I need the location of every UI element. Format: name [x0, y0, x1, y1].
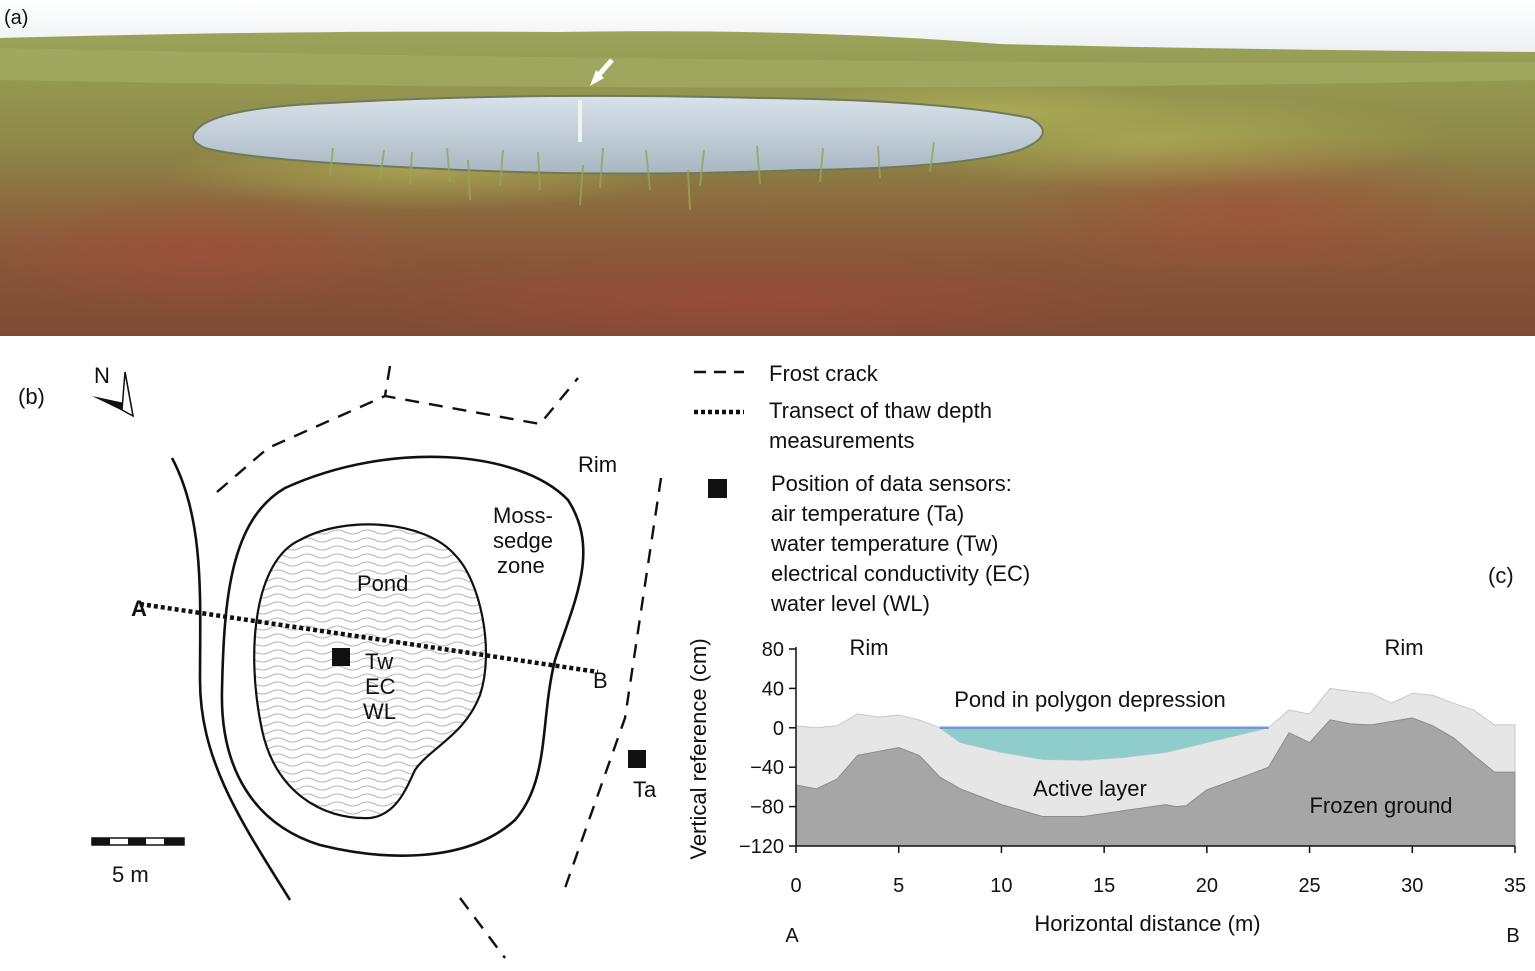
chart-text: 80 40 0 −40 −80 −120 0 5 10 15 20 25 30 35 Horizontal … — [686, 635, 1526, 947]
pond-label: Pond — [357, 571, 409, 596]
north-label: N — [94, 363, 110, 388]
panel-a-label: (a) — [4, 7, 28, 29]
panel-c-label: (c) — [1488, 563, 1514, 588]
scale-label: 5 m — [112, 862, 149, 887]
x-tick-label: 25 — [1298, 875, 1320, 897]
y-tick-label: −80 — [750, 797, 784, 819]
chart-axes — [789, 647, 1516, 853]
moss-zone-label-3: zone — [497, 553, 545, 578]
moss-sedge-zone-boundary — [220, 455, 585, 857]
x-tick-label: 10 — [990, 875, 1012, 897]
active-layer-annotation: Active layer — [1033, 776, 1147, 801]
sensor-label-wl: WL — [363, 699, 396, 724]
x-tick-label: 30 — [1401, 875, 1423, 897]
sensor-label-tw: Tw — [365, 649, 394, 674]
pond-outline — [253, 523, 488, 820]
transect-end-label: B — [593, 668, 608, 693]
y-tick-label: 0 — [773, 718, 784, 740]
chart-fills — [795, 687, 1516, 847]
x-tick-label: 0 — [790, 875, 801, 897]
x-axis-label: Horizontal distance (m) — [1034, 911, 1260, 936]
north-arrow-icon — [92, 371, 135, 418]
legend-sensors-line-1: Position of data sensors: — [771, 471, 1012, 496]
legend-sensors-line-4: electrical conductivity (EC) — [771, 561, 1031, 586]
moss-zone-label-2: sedge — [493, 528, 553, 553]
panel-b-label: (b) — [18, 384, 45, 409]
rim-right-annotation: Rim — [1384, 635, 1423, 660]
y-axis-label: Vertical reference (cm) — [686, 638, 711, 859]
transect-start-label: A — [131, 596, 147, 621]
x-tick-label: 35 — [1504, 875, 1526, 897]
tundra-pond-photo: (a) — [0, 0, 1535, 336]
pond-water-area — [939, 727, 1269, 761]
legend-sensors-line-5: water level (WL) — [771, 591, 930, 616]
y-tick-label: 40 — [762, 678, 784, 700]
legend-sensor-symbol — [708, 479, 727, 498]
legend-sensors-line-2: air temperature (Ta) — [771, 501, 965, 526]
x-end-label: B — [1506, 925, 1519, 947]
frost-cracks — [216, 365, 663, 959]
frozen-ground-annotation: Frozen ground — [1309, 793, 1452, 818]
legend-sensors: Position of data sensors: air temperatur… — [771, 469, 1030, 619]
air-sensor-marker — [628, 750, 646, 768]
scale-bar — [91, 837, 185, 846]
rim-left-annotation: Rim — [849, 635, 888, 660]
transect-line — [139, 601, 599, 675]
sensor-label-ta: Ta — [633, 777, 657, 802]
legend-transect-line-1: Transect of thaw depth — [769, 398, 992, 423]
y-tick-label: −120 — [739, 836, 784, 858]
outer-rim-boundary — [170, 457, 292, 901]
legend-transect-line-2: measurements — [769, 428, 915, 453]
polygon-map — [91, 365, 663, 959]
moss-zone-label-1: Moss- — [493, 503, 553, 528]
cross-section-chart: 80 40 0 −40 −80 −120 0 5 10 15 20 25 30 35 Horizontal … — [686, 635, 1526, 947]
pond-annotation: Pond in polygon depression — [954, 687, 1226, 712]
rim-label: Rim — [578, 452, 618, 477]
x-tick-label: 5 — [893, 875, 904, 897]
x-tick-label: 20 — [1196, 875, 1218, 897]
legend-transect: Transect of thaw depth measurements — [769, 396, 992, 456]
y-tick-label: −40 — [750, 757, 784, 779]
frozen-ground-area — [795, 717, 1516, 847]
pond-sensor-marker — [332, 648, 350, 666]
x-start-label: A — [785, 925, 799, 947]
legend-sensors-line-3: water temperature (Tw) — [771, 531, 999, 556]
sensor-label-ec: EC — [365, 674, 396, 699]
legend-symbols — [694, 370, 744, 498]
x-tick-label: 15 — [1093, 875, 1115, 897]
legend-frost-crack: Frost crack — [769, 361, 878, 386]
y-tick-label: 80 — [762, 639, 784, 661]
